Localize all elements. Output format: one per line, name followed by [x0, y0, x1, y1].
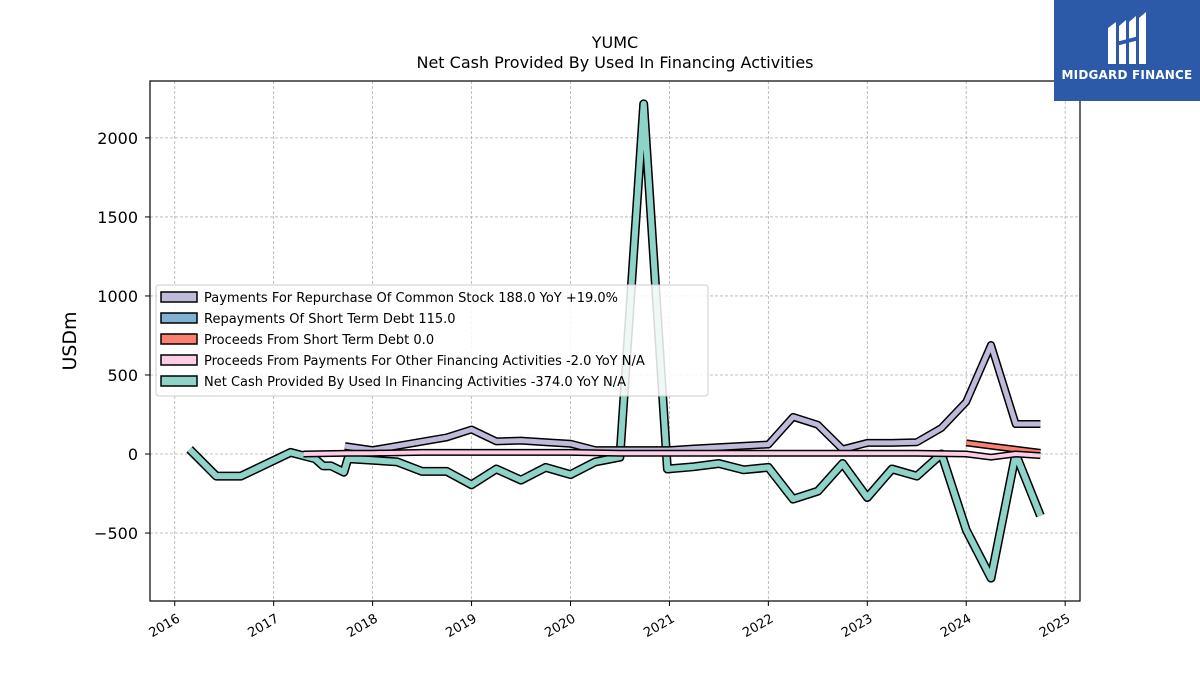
x-tick-label: 2019	[443, 611, 479, 641]
plot-frame	[149, 80, 1081, 602]
x-tick-label: 2024	[938, 611, 974, 641]
legend-label: Repayments Of Short Term Debt 115.0	[204, 312, 456, 327]
y-tick-label: 2000	[97, 129, 138, 148]
x-tick-label: 2017	[246, 611, 282, 641]
series-line-3	[965, 440, 1041, 455]
x-tick-label: 2020	[542, 611, 578, 641]
y-tick-label: 500	[107, 366, 138, 385]
legend-label: Proceeds From Short Term Debt 0.0	[204, 333, 434, 348]
legend-label: Proceeds From Payments For Other Financi…	[204, 354, 645, 369]
legend-box	[155, 284, 709, 397]
series-line-1	[344, 342, 1041, 453]
chart-title: YUMC	[591, 33, 638, 52]
x-tick-label: 2021	[641, 611, 677, 641]
legend-swatch	[160, 354, 198, 366]
logo-text: MIDGARD FINANCE	[1061, 68, 1193, 82]
legend-swatch	[160, 312, 198, 324]
y-tick-label: 1500	[97, 208, 138, 227]
series-line-4	[303, 450, 1041, 460]
y-axis-label: USDm	[59, 311, 81, 370]
logo-mark-icon	[1108, 12, 1146, 64]
brand-logo: MIDGARD FINANCE	[1054, 0, 1200, 101]
legend: Payments For Repurchase Of Common Stock …	[155, 284, 709, 397]
chart-subtitle: Net Cash Provided By Used In Financing A…	[416, 53, 813, 72]
x-tick-label: 2022	[740, 611, 776, 641]
legend-label: Payments For Repurchase Of Common Stock …	[204, 291, 618, 306]
series-group	[186, 99, 1045, 583]
series-line-0	[187, 100, 1044, 582]
y-tick-label: 0	[128, 445, 138, 464]
x-tick-label: 2016	[147, 611, 183, 641]
x-tick-label: 2025	[1037, 611, 1073, 641]
y-tick-label: 1000	[97, 287, 138, 306]
x-tick-label: 2018	[344, 611, 380, 641]
legend-swatch	[160, 375, 198, 387]
y-tick-label: −500	[94, 524, 138, 543]
x-tick-label: 2023	[839, 611, 875, 641]
legend-swatch	[160, 333, 198, 345]
legend-label: Net Cash Provided By Used In Financing A…	[204, 375, 626, 390]
legend-swatch	[160, 291, 198, 303]
